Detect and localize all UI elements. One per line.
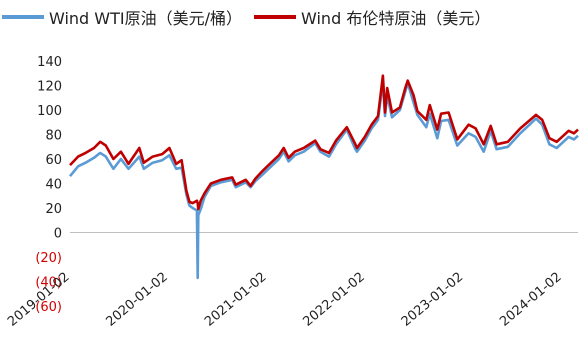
x-tick-label: 2024-01-02 (497, 270, 565, 330)
series-line-brent (69, 74, 579, 211)
x-tick-label: 2023-01-02 (399, 270, 467, 330)
chart-legend: Wind WTI原油（美元/桶） Wind 布伦特原油（美元） (2, 2, 577, 32)
y-tick-label: (20) (35, 251, 62, 266)
legend-item-brent: Wind 布伦特原油（美元） (254, 5, 490, 29)
y-axis-ticks: 140 120 100 80 60 40 20 0 (20) (40) (60) (35, 55, 62, 315)
legend-label-brent: Wind 布伦特原油（美元） (301, 9, 491, 28)
x-tick-label: 2021-01-02 (202, 270, 270, 330)
x-tick-label: 2022-01-02 (300, 270, 368, 330)
legend-swatch-brent (254, 15, 297, 19)
legend-label-wti: Wind WTI原油（美元/桶） (49, 9, 243, 28)
y-tick-label: 40 (45, 178, 62, 193)
y-tick-label: 100 (37, 104, 62, 119)
legend-swatch-wti (2, 15, 44, 19)
y-tick-label: 0 (54, 227, 62, 242)
x-axis-ticks: 2019-01-02 2020-01-02 2021-01-02 2022-01-02… (5, 270, 565, 330)
series-layer (68, 74, 579, 280)
x-tick-label: 2020-01-02 (103, 270, 171, 330)
y-tick-label: (60) (35, 300, 62, 315)
y-tick-label: 120 (37, 80, 62, 95)
y-tick-label: 140 (37, 55, 62, 70)
series-line-wti (68, 80, 579, 280)
y-tick-label: 80 (45, 129, 62, 144)
legend-item-wti: Wind WTI原油（美元/桶） (2, 5, 242, 29)
y-tick-label: 60 (45, 153, 62, 168)
y-tick-label: (40) (35, 276, 62, 291)
y-tick-label: 20 (45, 202, 62, 217)
